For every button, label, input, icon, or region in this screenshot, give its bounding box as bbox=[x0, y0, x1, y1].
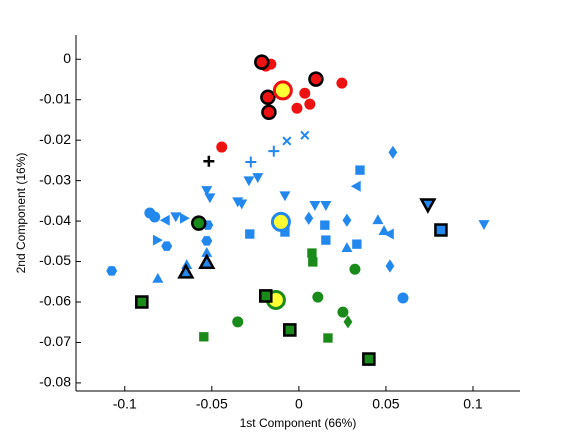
point bbox=[252, 173, 264, 184]
x-tick-label: 0 bbox=[295, 396, 303, 412]
point bbox=[149, 211, 161, 223]
point bbox=[199, 332, 209, 342]
point bbox=[245, 156, 257, 168]
point bbox=[152, 234, 163, 246]
point bbox=[170, 212, 182, 223]
point bbox=[232, 316, 244, 328]
point bbox=[161, 241, 173, 251]
x-tick-label: -0.05 bbox=[196, 396, 228, 412]
point bbox=[282, 136, 292, 146]
y-tick-label: -0.03 bbox=[39, 171, 71, 187]
point bbox=[343, 315, 353, 329]
x-tick-label: 0.05 bbox=[372, 396, 399, 412]
point bbox=[419, 198, 437, 214]
point bbox=[336, 77, 348, 89]
point bbox=[349, 263, 361, 275]
y-tick-label: -0.07 bbox=[39, 333, 71, 349]
point bbox=[179, 212, 190, 224]
point bbox=[279, 191, 291, 202]
point bbox=[434, 223, 448, 237]
x-tick-label: -0.1 bbox=[113, 396, 137, 412]
y-tick-label: -0.08 bbox=[39, 374, 71, 390]
point bbox=[106, 266, 118, 276]
point bbox=[309, 201, 321, 211]
point bbox=[308, 71, 324, 87]
point bbox=[216, 141, 228, 153]
point bbox=[307, 248, 317, 258]
point bbox=[312, 291, 324, 303]
point bbox=[355, 165, 365, 175]
point bbox=[341, 242, 353, 253]
point bbox=[323, 333, 333, 343]
point bbox=[159, 214, 170, 226]
point bbox=[254, 54, 270, 70]
point bbox=[135, 295, 149, 309]
point bbox=[299, 87, 311, 99]
y-tick-label: -0.01 bbox=[39, 90, 71, 106]
point bbox=[352, 239, 362, 249]
x-tick-label: 0.1 bbox=[463, 396, 483, 412]
x-axis-label: 1st Component (66%) bbox=[240, 416, 357, 430]
point bbox=[177, 263, 195, 279]
point bbox=[236, 199, 248, 210]
point bbox=[270, 211, 291, 232]
point bbox=[243, 176, 255, 187]
point bbox=[304, 98, 316, 110]
y-tick-label: -0.06 bbox=[39, 293, 71, 309]
point bbox=[201, 247, 213, 257]
y-tick-label: -0.05 bbox=[39, 252, 71, 268]
point bbox=[291, 102, 303, 114]
y-axis-label: 2nd Component (16%) bbox=[14, 153, 28, 274]
point bbox=[350, 180, 361, 192]
point bbox=[308, 257, 318, 267]
point bbox=[261, 104, 277, 121]
point bbox=[201, 236, 213, 246]
point bbox=[320, 220, 330, 230]
point bbox=[372, 214, 384, 225]
point bbox=[260, 89, 276, 106]
point bbox=[204, 193, 216, 204]
point bbox=[245, 229, 255, 239]
point bbox=[388, 145, 398, 159]
point bbox=[320, 201, 332, 211]
point bbox=[152, 272, 164, 283]
point bbox=[201, 186, 213, 196]
point bbox=[191, 215, 207, 231]
point bbox=[203, 155, 215, 167]
point bbox=[198, 253, 216, 269]
point bbox=[337, 306, 349, 318]
point bbox=[300, 130, 310, 140]
point bbox=[268, 145, 280, 157]
point bbox=[342, 213, 352, 227]
point bbox=[478, 220, 490, 230]
y-tick-label: -0.04 bbox=[39, 212, 71, 228]
point bbox=[362, 352, 376, 366]
point bbox=[383, 228, 394, 240]
point bbox=[259, 289, 273, 303]
point bbox=[397, 292, 409, 304]
point bbox=[283, 323, 297, 337]
point bbox=[321, 235, 331, 245]
point bbox=[304, 211, 314, 225]
y-tick-label: -0.02 bbox=[39, 131, 71, 147]
point bbox=[272, 80, 293, 101]
point bbox=[385, 259, 395, 273]
y-tick-label: 0 bbox=[63, 50, 71, 66]
